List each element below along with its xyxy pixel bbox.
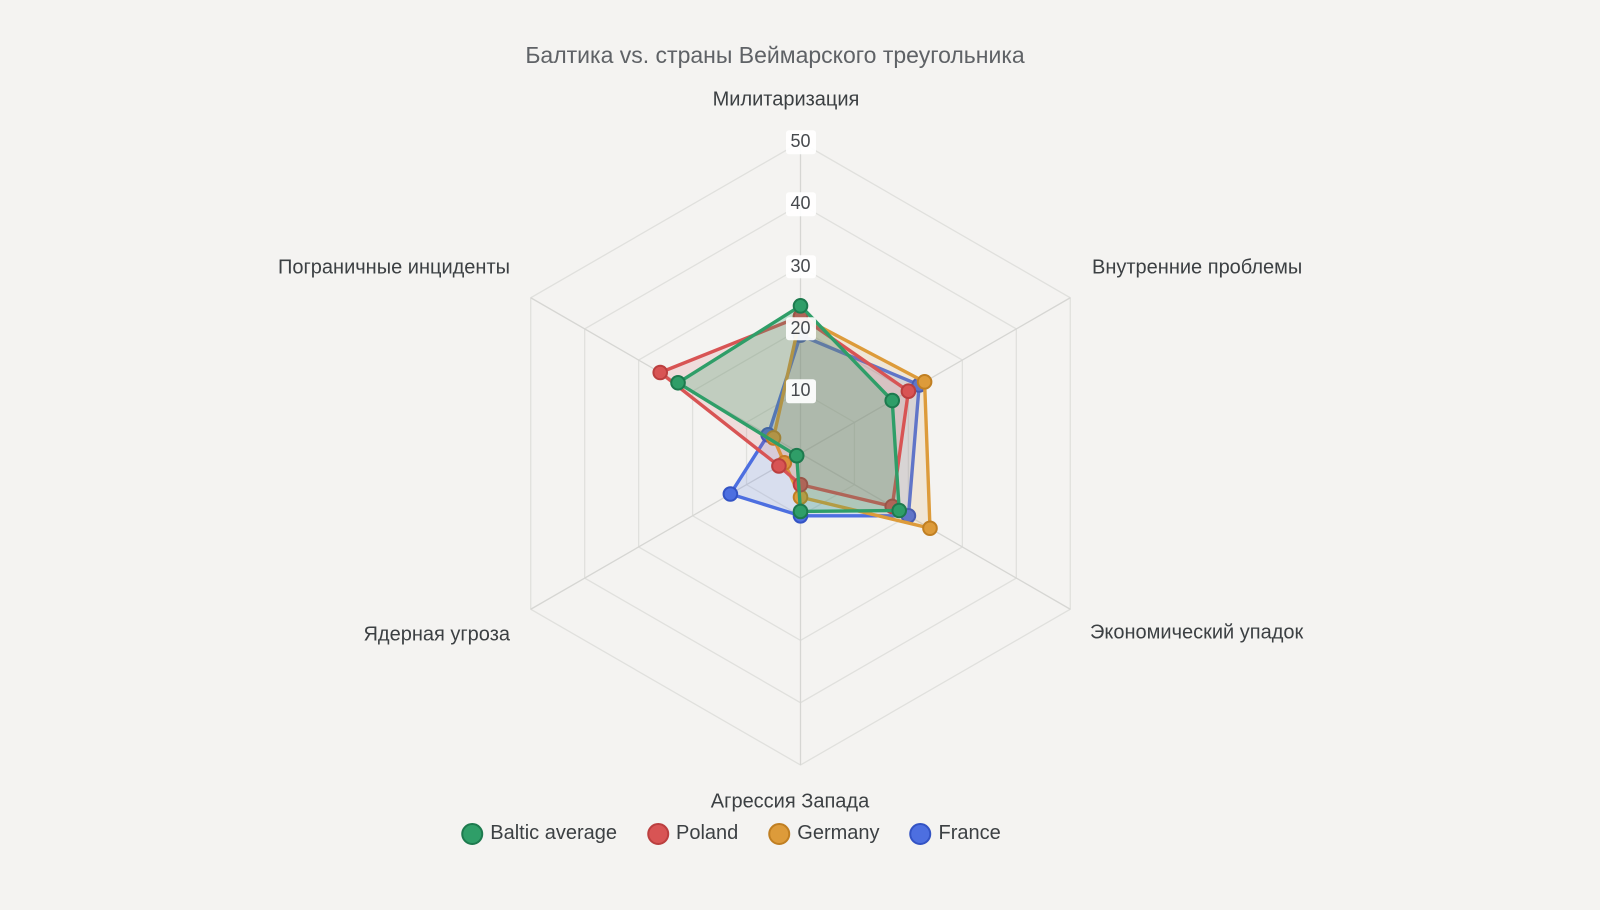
legend-label: France bbox=[938, 822, 1001, 844]
radial-tick-30: 30 bbox=[785, 254, 816, 279]
legend-marker-icon bbox=[768, 822, 791, 845]
legend-marker-icon bbox=[909, 822, 932, 845]
legend: Baltic average Poland Germany France bbox=[461, 822, 1001, 845]
legend-item-germany[interactable]: Germany bbox=[768, 822, 880, 845]
axis-label-militarization: Милитаризация bbox=[712, 88, 860, 111]
series-point-poland bbox=[652, 364, 669, 381]
series-point-france bbox=[722, 486, 739, 502]
chart-title: Балтика vs. страны Веймарского треугольн… bbox=[525, 42, 1025, 68]
grid-spoke bbox=[800, 297, 1071, 455]
series-point-baltic-average bbox=[670, 374, 686, 391]
legend-item-france[interactable]: France bbox=[909, 822, 1001, 845]
series-point-germany bbox=[916, 374, 933, 390]
series-point-baltic-average bbox=[792, 298, 809, 314]
radial-tick-20: 20 bbox=[785, 317, 816, 341]
series-point-baltic-average bbox=[792, 503, 809, 520]
series-point-poland bbox=[771, 458, 787, 474]
legend-item-baltic-average[interactable]: Baltic average bbox=[461, 822, 617, 845]
legend-label: Baltic average bbox=[490, 822, 617, 844]
axis-label-economic-decline: Экономический упадок bbox=[1090, 621, 1304, 644]
series-point-germany bbox=[922, 520, 938, 537]
series-point-baltic-average bbox=[891, 502, 908, 519]
grid-spoke bbox=[530, 452, 801, 610]
legend-marker-icon bbox=[646, 822, 669, 845]
legend-item-poland[interactable]: Poland bbox=[646, 822, 739, 845]
legend-label: Germany bbox=[797, 822, 880, 844]
axis-label-internal-problems: Внутренние проблемы bbox=[1092, 256, 1303, 279]
series-point-poland bbox=[900, 383, 917, 400]
radial-tick-40: 40 bbox=[785, 192, 816, 217]
legend-label: Poland bbox=[675, 822, 739, 844]
axis-label-border-incidents: Пограничные инциденты bbox=[278, 256, 510, 279]
radial-tick-50: 50 bbox=[785, 130, 816, 154]
series-point-baltic-average bbox=[884, 392, 901, 409]
axis-label-western-aggression: Агрессия Запада bbox=[710, 790, 870, 813]
legend-marker-icon bbox=[461, 822, 484, 845]
series-point-baltic-average bbox=[788, 447, 805, 464]
radial-tick-10: 10 bbox=[785, 379, 816, 403]
axis-label-nuclear-threat: Ядерная угроза bbox=[363, 623, 510, 646]
